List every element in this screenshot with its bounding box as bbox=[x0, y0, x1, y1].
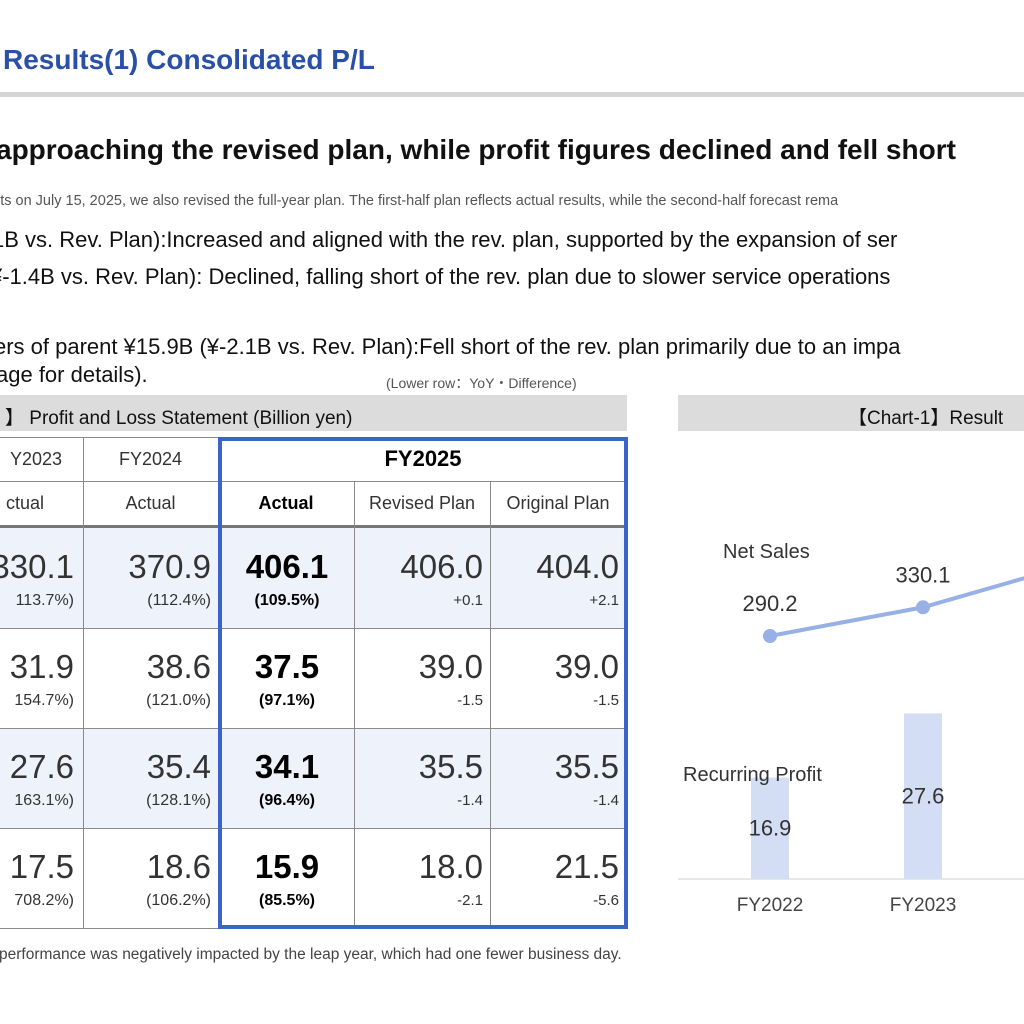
bullet-net-income: ers of parent ¥15.9B (¥-2.1B vs. Rev. Pl… bbox=[0, 334, 901, 359]
cell-value: 34.1 bbox=[254, 748, 320, 785]
cell-yoy: 163.1%) bbox=[14, 792, 74, 809]
fy2025-highlight-box bbox=[218, 437, 628, 929]
pl-section-header bbox=[0, 395, 627, 431]
legend-recurring-profit: Recurring Profit bbox=[683, 764, 822, 786]
cell-value: 406.0 bbox=[400, 548, 483, 585]
cell-yoy: (121.0%) bbox=[146, 692, 211, 709]
grid-line bbox=[83, 437, 84, 929]
cell-value: 330.1 bbox=[0, 548, 74, 585]
cell-diff: -5.6 bbox=[593, 892, 619, 909]
cell-value: 37.5 bbox=[254, 648, 320, 685]
cell-diff: -2.1 bbox=[457, 892, 483, 909]
grid-line bbox=[0, 728, 626, 729]
cell-diff: +0.1 bbox=[453, 592, 483, 609]
point-net-sales bbox=[763, 629, 777, 643]
cell-value: 35.5 bbox=[418, 748, 483, 785]
x-tick-label: FY2023 bbox=[890, 895, 957, 916]
cell-value: 18.0 bbox=[418, 848, 483, 885]
grid-line bbox=[0, 525, 626, 528]
cell-yoy: 154.7%) bbox=[14, 692, 74, 709]
cell-diff: -1.4 bbox=[457, 792, 483, 809]
bullet-recurring-profit: ¥-1.4B vs. Rev. Plan): Declined, falling… bbox=[0, 264, 891, 289]
header-fy2023: Y2023 bbox=[9, 448, 62, 469]
cell-diff: -1.5 bbox=[457, 692, 483, 709]
page-title: Results(1) Consolidated P/L bbox=[3, 44, 375, 75]
bar-data-label: 16.9 bbox=[749, 816, 792, 841]
cell-value: 27.6 bbox=[9, 748, 74, 785]
cell-value: 18.6 bbox=[146, 848, 211, 885]
cell-value: 406.1 bbox=[245, 548, 329, 585]
header-fy2025-actual: Actual bbox=[258, 492, 314, 513]
bar-recurring-profit bbox=[904, 713, 942, 879]
row-band bbox=[0, 528, 626, 628]
grid-line bbox=[0, 628, 626, 629]
plan-revision-note: lts on July 15, 2025, we also revised th… bbox=[0, 193, 839, 209]
row-band bbox=[0, 728, 626, 828]
cell-value: 38.6 bbox=[146, 648, 211, 685]
results-chart: 16.9 27.6 290.2 330.1 Net Sales Recurring Pro… bbox=[678, 431, 1024, 931]
cell-value: 15.9 bbox=[254, 848, 320, 885]
header-fy2024: FY2024 bbox=[118, 448, 183, 469]
line-data-label: 290.2 bbox=[742, 591, 797, 616]
x-tick-label: FY2022 bbox=[737, 895, 804, 916]
footnote: performance was negatively impacted by t… bbox=[0, 946, 622, 963]
point-net-sales bbox=[916, 600, 930, 615]
cell-value: 35.5 bbox=[554, 748, 619, 785]
line-data-label: 330.1 bbox=[895, 562, 950, 587]
results-chart-svg: 16.9 27.6 290.2 330.1 Net Sales Recurring Pro… bbox=[678, 541, 1024, 916]
cell-yoy: (85.5%) bbox=[258, 892, 316, 909]
header-fy2023-actual: ctual bbox=[5, 492, 44, 513]
cell-yoy: (128.1%) bbox=[146, 792, 211, 809]
cell-value: 39.0 bbox=[554, 648, 619, 685]
pl-section-title: 】 Profit and Loss Statement (Billion yen… bbox=[5, 408, 353, 429]
cell-yoy: (96.4%) bbox=[258, 792, 316, 809]
cell-value: 21.5 bbox=[554, 848, 619, 885]
cell-diff: +2.1 bbox=[589, 592, 619, 609]
legend-net-sales: Net Sales bbox=[723, 541, 810, 563]
cell-value: 39.0 bbox=[418, 648, 483, 685]
cell-yoy: (106.2%) bbox=[146, 892, 211, 909]
headline: approaching the revised plan, while prof… bbox=[0, 134, 956, 165]
cell-yoy: (112.4%) bbox=[147, 592, 211, 609]
cell-yoy: 708.2%) bbox=[14, 892, 74, 909]
bar-data-label: 27.6 bbox=[902, 783, 945, 808]
bullet-net-sales: 1B vs. Rev. Plan):Increased and aligned … bbox=[0, 227, 898, 252]
bullet-net-income-cont: age for details). bbox=[0, 362, 148, 387]
lower-row-note: (Lower row：YoY・Difference) bbox=[386, 375, 577, 391]
cell-value: 404.0 bbox=[536, 548, 619, 585]
grid-line bbox=[354, 481, 355, 929]
cell-diff: -1.4 bbox=[593, 792, 619, 809]
header-original-plan: Original Plan bbox=[506, 492, 610, 513]
cell-value: 31.9 bbox=[9, 648, 74, 685]
grid-line bbox=[0, 481, 626, 482]
cell-value: 370.9 bbox=[128, 548, 211, 585]
cell-yoy: (97.1%) bbox=[258, 692, 316, 709]
cell-yoy: 113.7%) bbox=[15, 592, 74, 609]
header-fy2025: FY2025 bbox=[384, 446, 462, 471]
bar-recurring-profit bbox=[751, 777, 789, 879]
cell-value: 35.4 bbox=[146, 748, 211, 785]
pl-table: Y2023 FY2024 FY2025 ctual Actual Actual … bbox=[0, 437, 630, 931]
header-fy2024-actual: Actual bbox=[125, 492, 176, 513]
chart-section-header bbox=[678, 395, 1024, 431]
chart-section-title: 【Chart-1】Result bbox=[848, 408, 1004, 429]
header-revised-plan: Revised Plan bbox=[368, 492, 476, 513]
cell-diff: -1.5 bbox=[593, 692, 619, 709]
title-divider bbox=[0, 92, 1024, 97]
cell-yoy: (109.5%) bbox=[254, 592, 320, 609]
grid-line bbox=[490, 481, 491, 929]
grid-line bbox=[0, 828, 626, 829]
cell-value: 17.5 bbox=[9, 848, 74, 885]
